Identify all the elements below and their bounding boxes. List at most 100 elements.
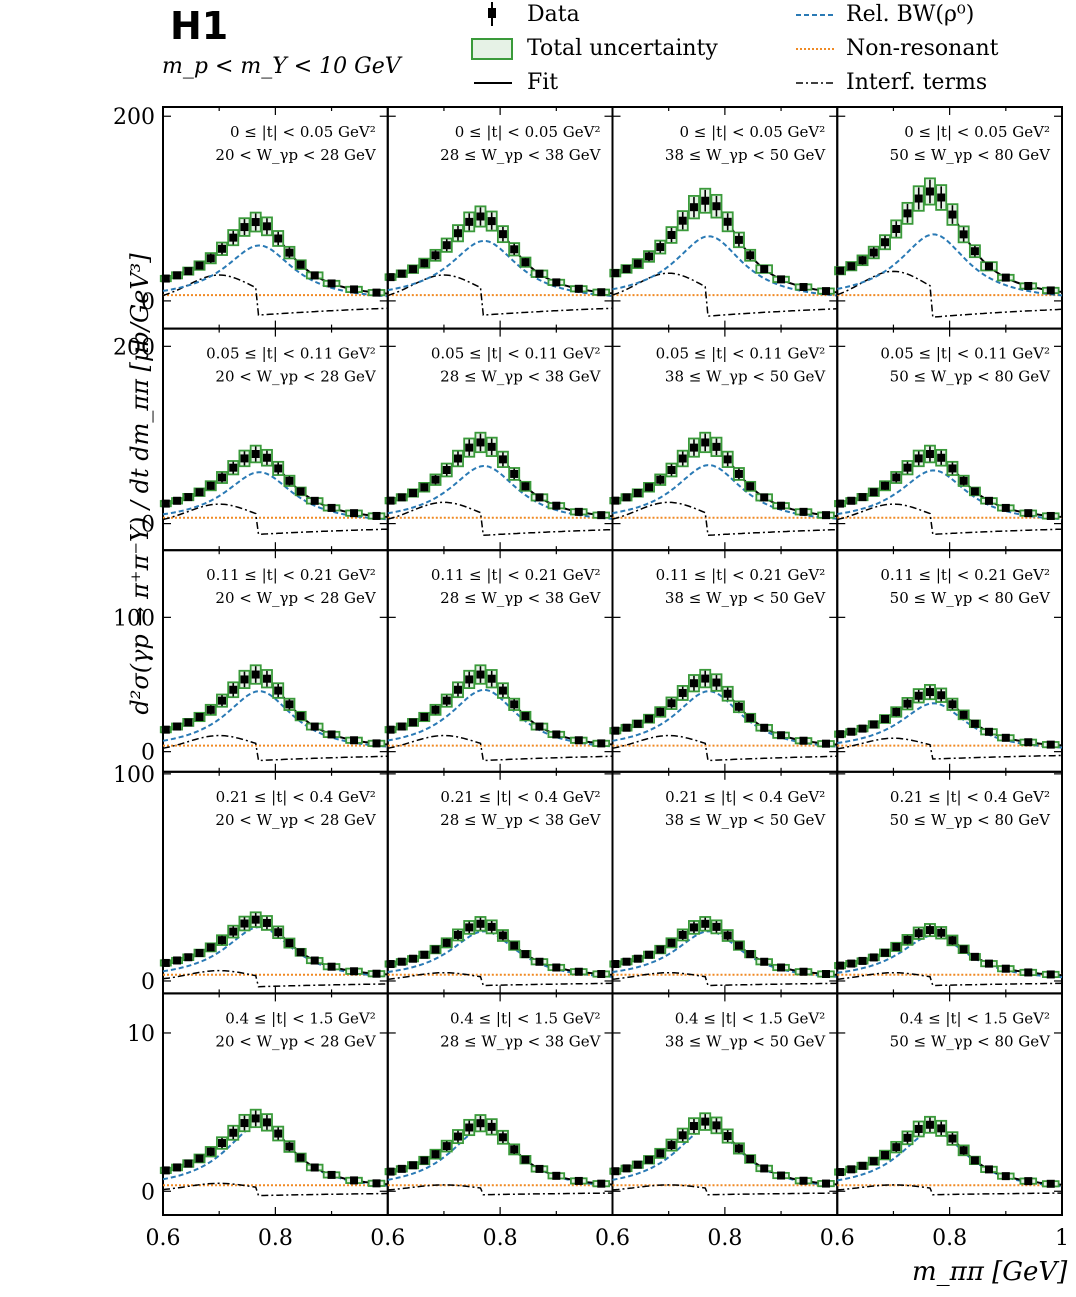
data-point xyxy=(914,1124,923,1133)
data-point xyxy=(777,1171,786,1180)
data-point xyxy=(777,275,786,284)
data-point xyxy=(869,720,878,729)
t-bin-label: 0.05 ≤ |t| < 0.11 GeV² xyxy=(656,345,826,363)
data-point xyxy=(847,959,856,968)
w-bin-label: 28 ≤ W_γp < 38 GeV xyxy=(440,1032,601,1050)
data-point xyxy=(574,1176,583,1185)
x-tick-label: 0.6 xyxy=(820,1226,855,1251)
data-point xyxy=(633,954,642,963)
data-point xyxy=(678,930,687,939)
y-tick-label: 10 xyxy=(127,1022,155,1047)
data-point xyxy=(712,1121,721,1130)
data-point xyxy=(173,956,182,965)
bw-curve xyxy=(837,233,1063,297)
t-bin-label: 0.4 ≤ |t| < 1.5 GeV² xyxy=(225,1009,376,1027)
data-point xyxy=(487,442,496,451)
data-point xyxy=(229,1128,238,1137)
interf-curve xyxy=(612,272,838,317)
data-point xyxy=(574,736,583,745)
data-point xyxy=(442,465,451,474)
data-point xyxy=(442,241,451,250)
data-point xyxy=(535,493,544,502)
selection-label: m_p < m_Y < 10 GeV xyxy=(162,54,401,79)
x-tick-label: 0.6 xyxy=(595,1226,630,1251)
y-tick-label: 0 xyxy=(141,970,155,995)
data-point xyxy=(881,1151,890,1160)
data-point xyxy=(521,1155,530,1164)
data-point xyxy=(689,1122,698,1131)
w-bin-label: 28 ≤ W_γp < 38 GeV xyxy=(440,811,601,829)
data-point xyxy=(195,1154,204,1163)
data-point xyxy=(746,251,755,260)
data-point xyxy=(465,443,474,452)
data-point xyxy=(822,511,831,520)
data-point xyxy=(420,259,429,268)
data-point xyxy=(959,230,968,239)
data-point xyxy=(285,939,294,948)
data-point xyxy=(645,252,654,261)
data-point xyxy=(535,269,544,278)
data-point xyxy=(925,1120,934,1129)
data-point xyxy=(937,691,946,700)
data-point xyxy=(799,507,808,516)
data-point xyxy=(476,670,485,679)
data-point xyxy=(229,927,238,936)
w-bin-label: 50 ≤ W_γp < 80 GeV xyxy=(890,146,1051,164)
t-bin-label: 0.4 ≤ |t| < 1.5 GeV² xyxy=(450,1009,601,1027)
w-bin-label: 20 < W_γp < 28 GeV xyxy=(215,589,376,607)
data-point xyxy=(431,1150,440,1159)
data-point xyxy=(799,1176,808,1185)
w-bin-label: 50 ≤ W_γp < 80 GeV xyxy=(890,368,1051,386)
data-point xyxy=(409,488,418,497)
data-point xyxy=(948,464,957,473)
data-point xyxy=(822,739,831,748)
data-point xyxy=(498,455,507,464)
data-point xyxy=(712,922,721,931)
interf-curve xyxy=(612,501,838,537)
data-point xyxy=(535,1164,544,1173)
data-point xyxy=(701,196,710,205)
data-point xyxy=(656,243,665,252)
data-point xyxy=(274,234,283,243)
interf-curve xyxy=(837,270,1063,319)
data-point xyxy=(689,679,698,688)
data-point xyxy=(925,187,934,196)
t-bin-label: 0.11 ≤ |t| < 0.21 GeV² xyxy=(206,566,376,584)
data-point xyxy=(984,959,993,968)
t-bin-label: 0 ≤ |t| < 0.05 GeV² xyxy=(679,123,825,141)
t-bin-label: 0.21 ≤ |t| < 0.4 GeV² xyxy=(890,788,1050,806)
w-bin-label: 38 ≤ W_γp < 50 GeV xyxy=(665,146,826,164)
data-point xyxy=(350,967,359,976)
data-point xyxy=(173,496,182,505)
data-point xyxy=(510,700,519,709)
t-bin-label: 0.11 ≤ |t| < 0.21 GeV² xyxy=(880,566,1050,584)
data-point xyxy=(251,915,260,924)
interf-curve xyxy=(162,969,388,988)
data-point xyxy=(760,265,769,274)
data-point xyxy=(948,210,957,219)
data-point xyxy=(858,493,867,502)
data-point xyxy=(296,260,305,269)
data-point xyxy=(240,919,249,928)
data-point xyxy=(689,443,698,452)
data-point xyxy=(195,488,204,497)
data-point xyxy=(465,217,474,226)
data-point xyxy=(274,464,283,473)
data-point xyxy=(535,957,544,966)
data-point xyxy=(869,488,878,497)
data-point xyxy=(701,674,710,683)
data-point xyxy=(431,705,440,714)
data-point xyxy=(645,483,654,492)
data-point xyxy=(397,1164,406,1173)
data-point xyxy=(847,1165,856,1174)
data-point xyxy=(959,710,968,719)
data-point xyxy=(645,950,654,959)
data-point xyxy=(881,715,890,724)
data-point xyxy=(327,962,336,971)
data-point xyxy=(777,731,786,740)
data-point xyxy=(184,267,193,276)
data-point xyxy=(892,473,901,482)
data-point xyxy=(746,1155,755,1164)
data-point xyxy=(1046,511,1055,520)
